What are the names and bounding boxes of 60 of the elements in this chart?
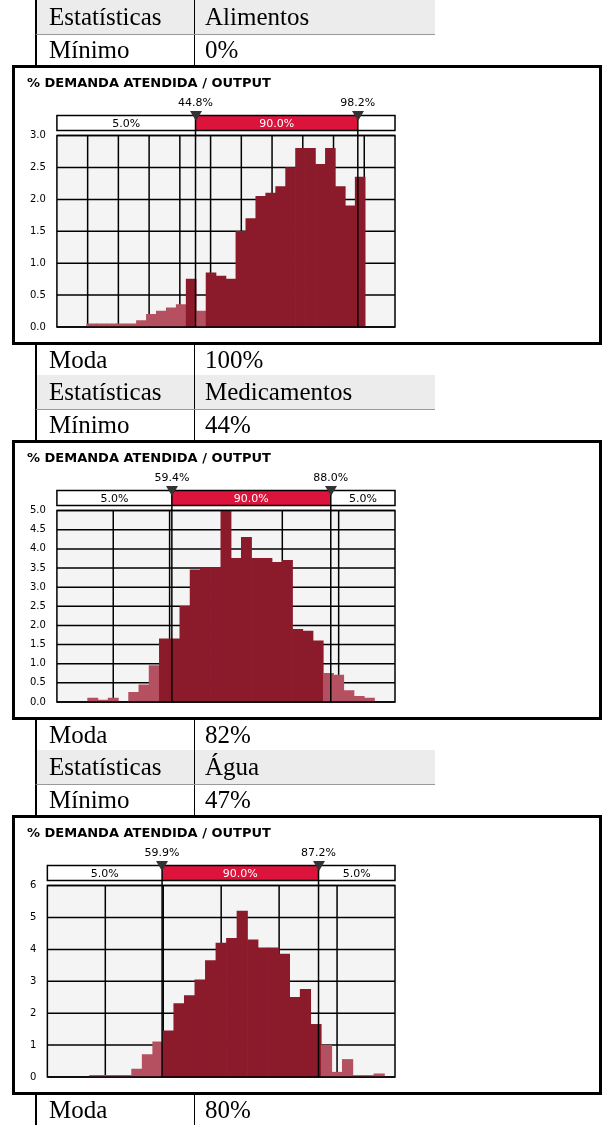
- text: 90.0%: [233, 491, 269, 505]
- text: 59.4%: [154, 471, 190, 485]
- text: Moda: [37, 720, 195, 750]
- y-tick-label: 3: [29, 974, 37, 986]
- text: Moda: [37, 345, 195, 375]
- text: 98.2%: [340, 96, 376, 110]
- y-tick-label: 0.0: [30, 695, 46, 707]
- y-tick-label: 4.0: [30, 542, 46, 554]
- text: Estatísticas: [37, 375, 195, 409]
- y-tick-label: 0.0: [30, 320, 46, 332]
- y-tick-label: 1.0: [30, 256, 46, 268]
- text: 90.0%: [259, 116, 295, 130]
- y-tick-label: 3.0: [30, 129, 46, 141]
- y-tick-label: 3.5: [30, 561, 46, 573]
- y-tick-label: 1.5: [30, 224, 46, 236]
- y-tick-label: 2.5: [30, 599, 46, 611]
- y-tick-label: 2.5: [30, 161, 46, 173]
- text: 47%: [204, 785, 251, 815]
- chart-title: % DEMANDA ATENDIDA / OUTPUT: [27, 825, 271, 841]
- y-tick-label: 5: [29, 911, 37, 923]
- y-tick-label: 1.0: [30, 657, 46, 669]
- text: 80%: [204, 1095, 251, 1125]
- y-tick-label: 0.5: [30, 288, 46, 300]
- text: 82%: [204, 720, 251, 750]
- text: Medicamentos: [204, 377, 353, 407]
- text: 59.9%: [144, 846, 180, 860]
- y-tick-label: 2.0: [30, 619, 46, 631]
- y-tick-label: 6: [29, 879, 37, 891]
- chart-title: % DEMANDA ATENDIDA / OUTPUT: [27, 75, 271, 91]
- text: 100%: [204, 345, 264, 375]
- text: 90.0%: [222, 866, 258, 880]
- text: 0%: [204, 35, 239, 65]
- text: 5.0%: [342, 866, 371, 880]
- y-tick-label: 2.0: [30, 192, 46, 204]
- text: 44.8%: [178, 96, 213, 110]
- text: 87.2%: [301, 846, 336, 860]
- y-tick-label: 4.5: [30, 523, 46, 535]
- text: 5.0%: [100, 491, 129, 505]
- y-tick-label: 1.5: [30, 638, 46, 650]
- text: 5.0%: [348, 491, 377, 505]
- text: 88.0%: [313, 471, 349, 485]
- y-tick-label: 4: [29, 942, 37, 954]
- text: Mínimo: [37, 35, 195, 65]
- text: Mínimo: [37, 410, 195, 440]
- text: Mínimo: [37, 785, 195, 815]
- text: 44%: [204, 410, 251, 440]
- y-tick-label: 5.0: [30, 504, 46, 516]
- y-tick-label: 0.5: [30, 676, 46, 688]
- text: Estatísticas: [37, 750, 195, 784]
- text: 5.0%: [90, 866, 119, 880]
- y-tick-label: 0: [29, 1070, 37, 1082]
- text: Água: [204, 752, 260, 782]
- text: Alimentos: [204, 2, 310, 32]
- text: Estatísticas: [37, 0, 195, 34]
- y-tick-label: 1: [29, 1038, 37, 1050]
- y-tick-label: 3.0: [30, 580, 46, 592]
- y-tick-label: 2: [29, 1006, 37, 1018]
- text: Moda: [37, 1095, 195, 1125]
- text: 5.0%: [112, 116, 141, 130]
- chart-title: % DEMANDA ATENDIDA / OUTPUT: [27, 450, 271, 466]
